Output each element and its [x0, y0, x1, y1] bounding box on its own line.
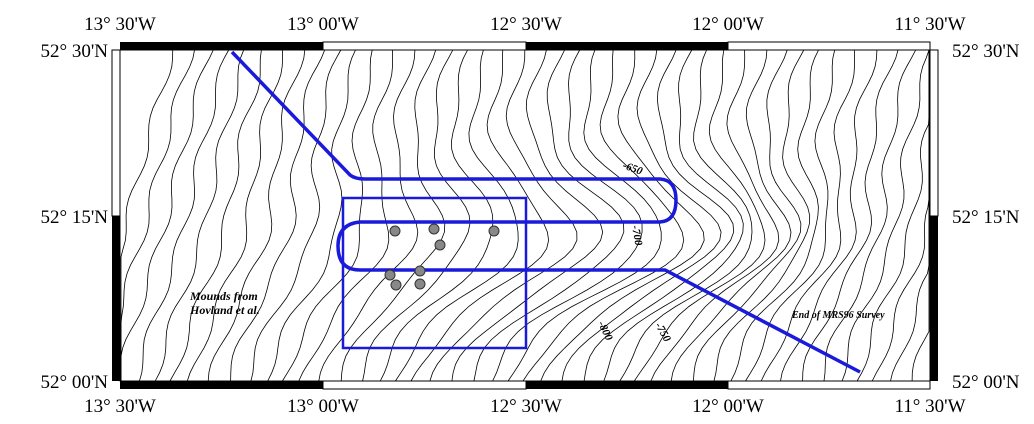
lat-label: 52° 00'N [41, 372, 109, 393]
contour-line [671, 50, 791, 381]
contour-line [208, 50, 305, 381]
contour-line [139, 50, 228, 381]
contour-line [363, 50, 470, 381]
contour-line [319, 50, 418, 381]
contour-line [395, 50, 518, 381]
map: 13° 30'W 13° 00'W 12° 30'W 12° 00'W 11° … [0, 0, 1034, 419]
annotation: End of MRS96 Survey [791, 310, 885, 321]
lat-label: 52° 30'N [952, 41, 1020, 62]
contour-label: -700 [629, 224, 644, 246]
contour-line [781, 50, 877, 381]
lat-label: 52° 00'N [952, 372, 1020, 393]
lon-label: 11° 30'W [895, 396, 966, 417]
contour-line [121, 50, 213, 381]
contour-line [891, 50, 930, 381]
contour-line [187, 50, 282, 381]
lon-label: 13° 30'W [84, 14, 156, 35]
contour-line [121, 50, 195, 381]
contour-line [872, 50, 929, 381]
contour-line [761, 50, 854, 381]
contour-line [155, 50, 244, 381]
lat-label: 52° 15'N [41, 207, 109, 228]
contour-label: -650 [621, 160, 645, 178]
lon-label: 13° 30'W [84, 396, 156, 417]
contour-line [562, 50, 721, 381]
contour-line [411, 50, 549, 381]
contour-label: -800 [595, 319, 615, 343]
lon-label: 12° 30'W [490, 396, 562, 417]
contour-line [341, 50, 445, 381]
contour-line [299, 50, 393, 381]
lon-label: 13° 00'W [287, 396, 359, 417]
mounds [385, 224, 499, 290]
contour-line [912, 50, 929, 381]
lon-label: 12° 00'W [692, 396, 764, 417]
lat-label: 52° 15'N [952, 207, 1020, 228]
contour-line [803, 50, 898, 381]
contour-line [842, 50, 929, 381]
contour-line [430, 50, 577, 381]
lon-label: 12° 00'W [692, 14, 764, 35]
lon-label: 12° 30'W [490, 14, 562, 35]
contour-line [634, 50, 765, 381]
contour-line [731, 50, 819, 381]
lon-label: 11° 30'W [895, 14, 966, 35]
lat-label: 52° 30'N [41, 41, 109, 62]
lon-label: 13° 00'W [287, 14, 359, 35]
contour-line [452, 50, 603, 381]
contour-label: -750 [652, 321, 673, 345]
